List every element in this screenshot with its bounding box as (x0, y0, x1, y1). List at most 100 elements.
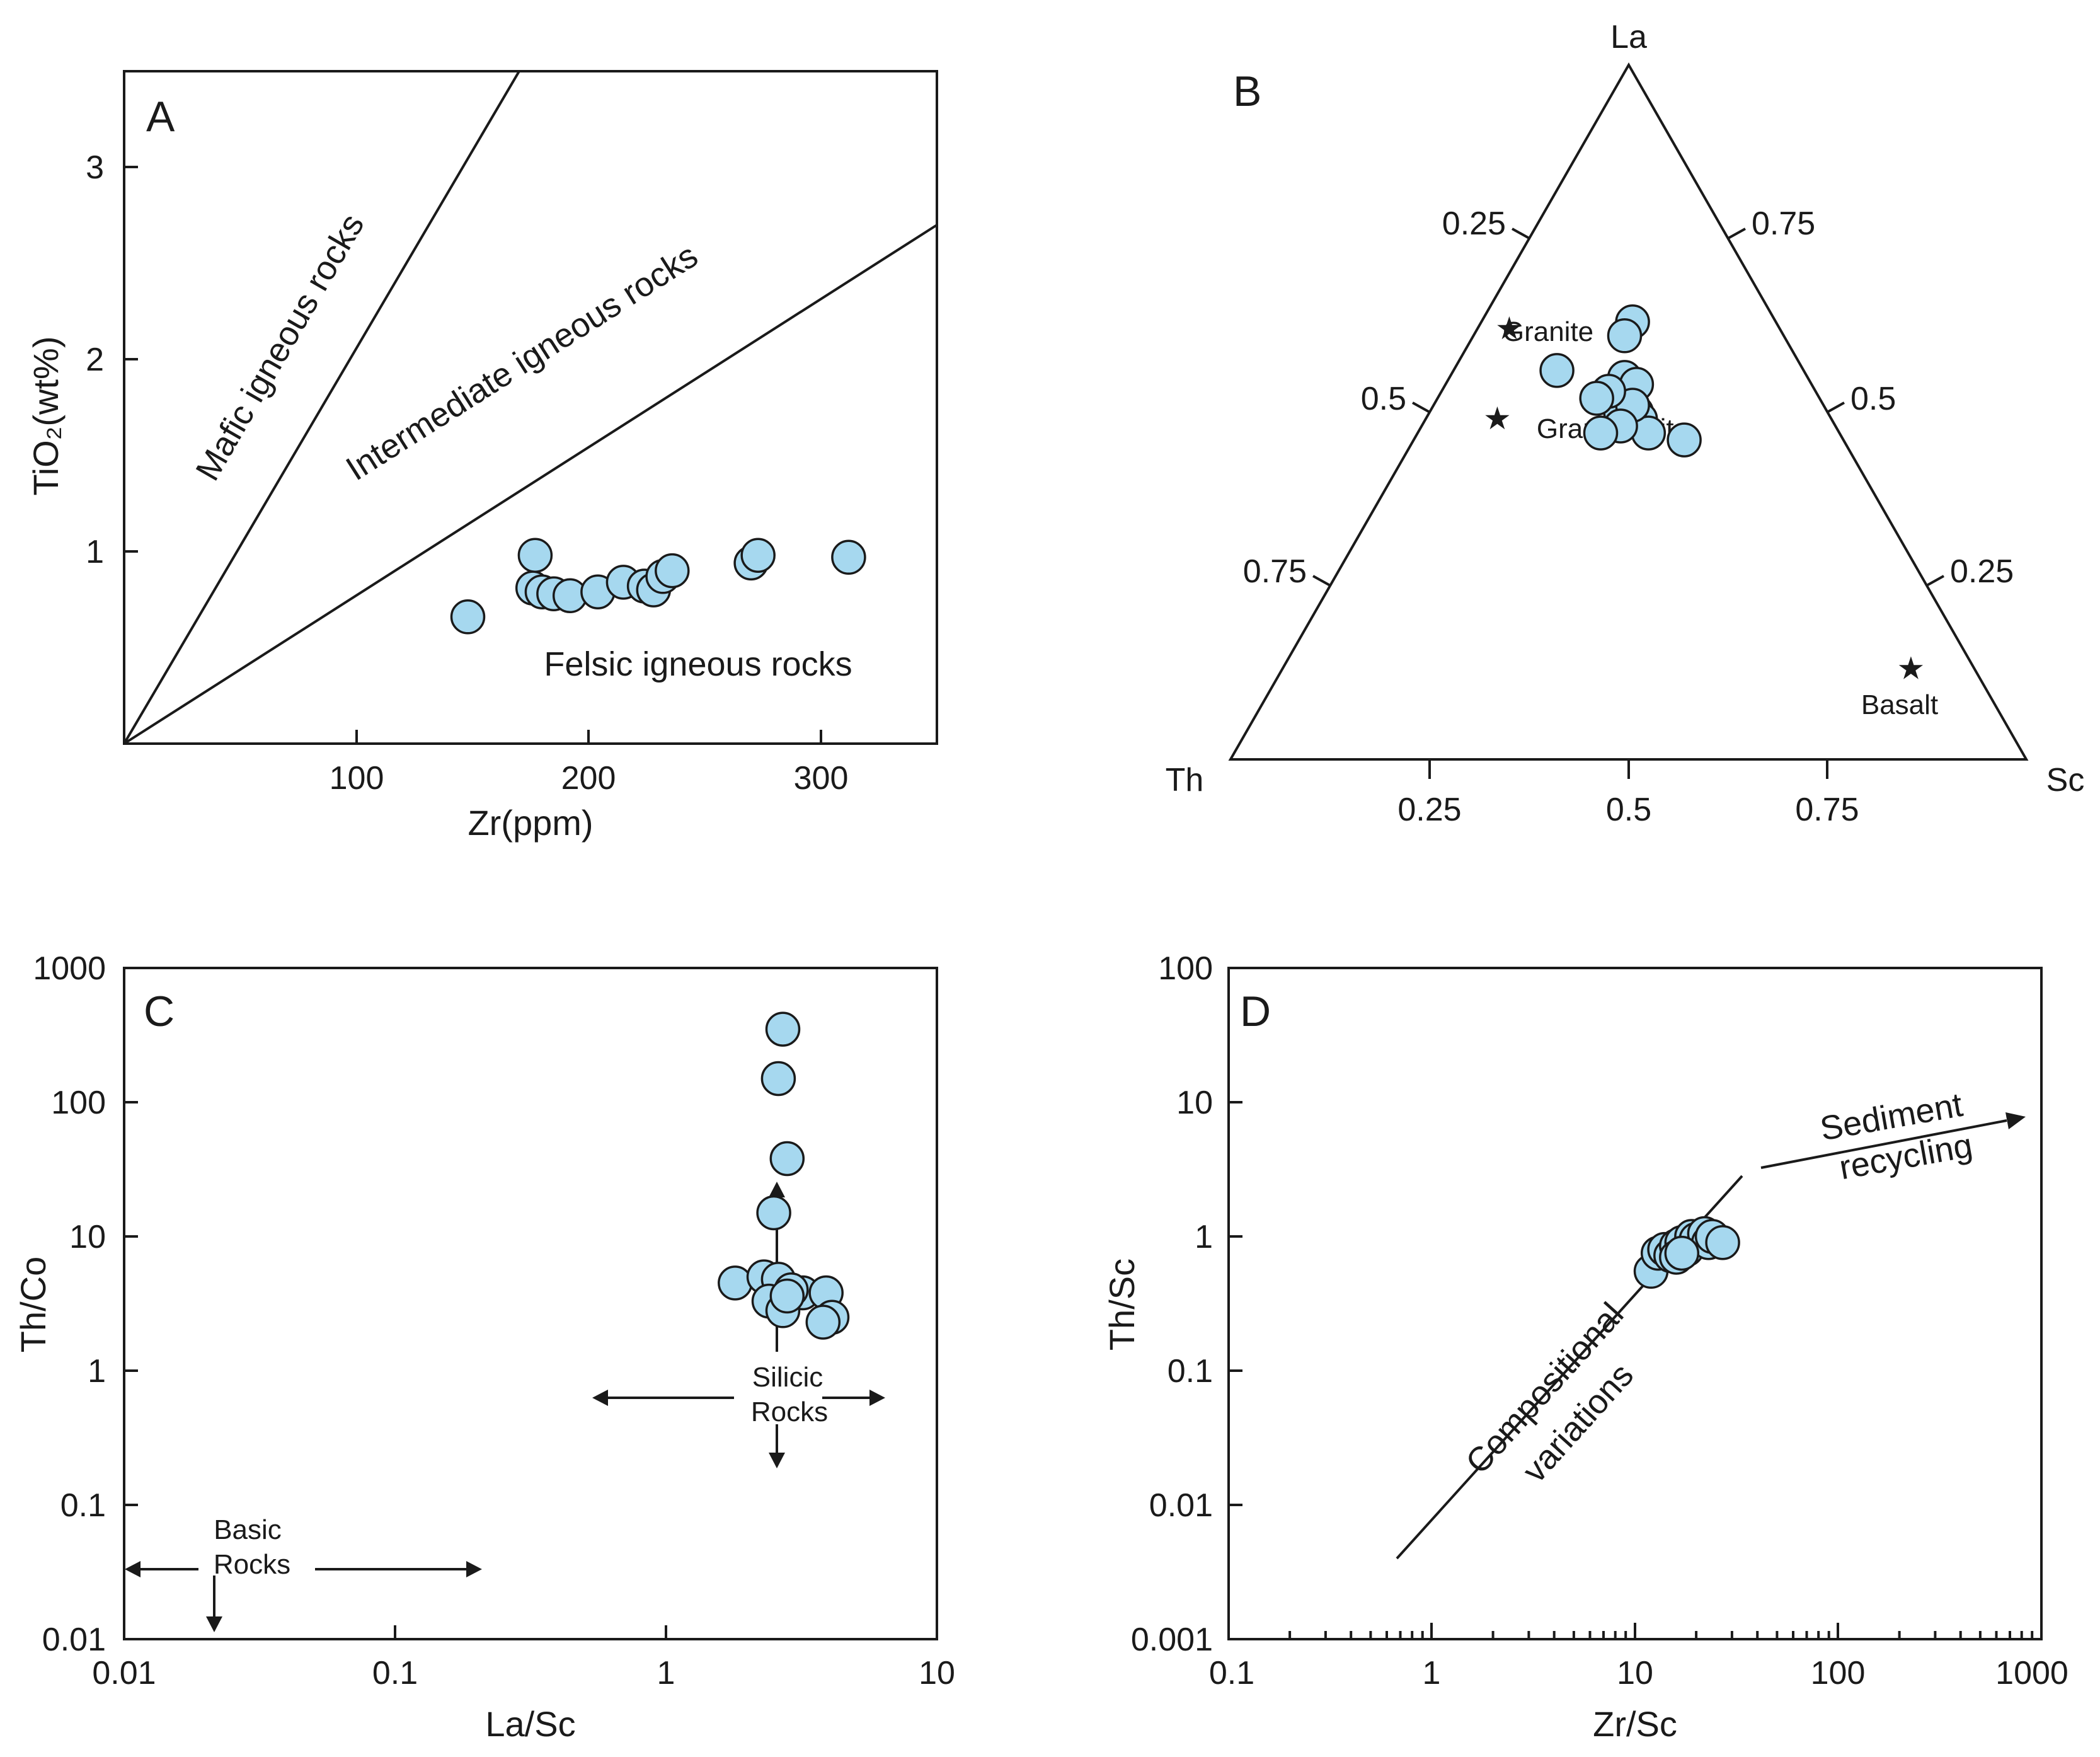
data-point (769, 1141, 805, 1177)
panel-a: 100 200 300 1 2 3 Zr(ppm) TiO₂(wt%) A Ma… (26, 70, 938, 843)
panel-a-label: A (146, 93, 175, 141)
panel-d-x-tick-label: 1 (1423, 1655, 1441, 1691)
panel-d-minor-ticks (1288, 1631, 2034, 1639)
intermediate-region-label: Intermediate igneous rocks (340, 236, 704, 488)
silicic-left-arrow-icon (592, 1390, 608, 1406)
panel-c-y-tick-label: 10 (69, 1219, 106, 1255)
vertex-label-th: Th (1166, 762, 1204, 798)
basic-right-arrow-icon (466, 1561, 482, 1577)
silicic-up-arrow-icon (769, 1182, 785, 1197)
silicic-label-line1: Silicic (752, 1362, 823, 1393)
panel-b-reference-stars: ★ ★ ★ (1483, 311, 1925, 686)
data-point (756, 1195, 791, 1231)
panel-c-frame (123, 967, 938, 1640)
recycling-arrow-icon (2005, 1112, 2026, 1129)
panel-a-y-tick-label: 3 (86, 149, 104, 186)
mafic-boundary-line (123, 70, 520, 745)
basic-down-arrow-icon (206, 1616, 222, 1632)
ternary-tick-label: 0.25 (1950, 553, 2014, 590)
recycling-trend-line (1760, 1119, 2007, 1169)
panel-a-y-tick-label: 2 (86, 342, 104, 378)
panel-a-y-axis-label: TiO₂(wt%) (26, 337, 66, 496)
star-icon: ★ (1896, 651, 1925, 686)
star-icon: ★ (1495, 311, 1523, 346)
data-point (1664, 1235, 1700, 1271)
ternary-tick (1926, 575, 1944, 587)
basalt-label: Basalt (1861, 689, 1938, 720)
panel-c-y-tick-label: 0.01 (42, 1622, 106, 1658)
ternary-tick-label: 0.75 (1752, 205, 1815, 242)
panel-c-x-tick-label: 0.01 (92, 1655, 156, 1691)
data-point (718, 1265, 753, 1301)
panel-c-y-tick-label: 1000 (33, 950, 106, 987)
data-point (1583, 415, 1619, 451)
data-point (769, 1278, 805, 1314)
ternary-tick-label: 0.75 (1243, 553, 1307, 590)
ternary-tick (1728, 228, 1746, 239)
panel-b-points (1539, 304, 1702, 458)
panel-d-y-tick-label: 0.001 (1131, 1622, 1213, 1658)
data-point (765, 1011, 801, 1047)
panel-c-x-tick-label: 10 (919, 1655, 955, 1691)
panel-d-x-tick-label: 100 (1811, 1655, 1866, 1691)
data-point (805, 1305, 841, 1340)
panel-a-points (450, 538, 866, 635)
basic-label-line1: Basic (214, 1514, 282, 1545)
data-point (760, 1061, 796, 1097)
granite-label: Granite (1503, 316, 1593, 347)
panel-d-y-tick-label: 10 (1176, 1085, 1213, 1121)
star-icon: ★ (1483, 401, 1512, 436)
panel-c-points (718, 1011, 850, 1340)
data-point (655, 553, 690, 589)
ternary-tick (1827, 401, 1845, 413)
panel-d-x-ticks: 0.1 1 10 100 1000 (1209, 1623, 2068, 1691)
panel-a-x-tick-label: 100 (330, 760, 384, 797)
vertex-label-la: La (1610, 19, 1647, 55)
panel-d-x-tick-label: 1000 (1995, 1655, 2068, 1691)
felsic-boundary-line (123, 224, 938, 745)
panel-c-y-ticks: 0.01 0.1 1 10 100 1000 (33, 950, 138, 1658)
data-point (831, 539, 866, 575)
panel-d-y-tick-label: 1 (1195, 1219, 1213, 1255)
panel-c-y-tick-label: 1 (88, 1353, 106, 1390)
felsic-region-label: Felsic igneous rocks (544, 645, 852, 683)
panel-a-x-ticks: 100 200 300 (330, 730, 849, 797)
ternary-right-ticks: 0.75 0.5 0.25 (1728, 205, 2014, 590)
silicic-right-arrow-icon (869, 1390, 885, 1406)
panel-c-y-tick-label: 0.1 (60, 1487, 106, 1524)
panel-c-y-axis-label: Th/Co (13, 1257, 53, 1353)
panel-d-y-tick-label: 0.1 (1168, 1353, 1213, 1390)
panel-c-x-tick-label: 1 (657, 1655, 675, 1691)
ternary-tick-label: 0.5 (1606, 792, 1651, 828)
panel-d-y-ticks: 0.001 0.01 0.1 1 10 100 (1131, 950, 1242, 1658)
panel-d-y-tick-label: 0.01 (1149, 1487, 1213, 1524)
panel-c: C 0.01 0.1 1 10 0.01 0.1 1 10 100 1000 L… (13, 950, 955, 1744)
panel-a-x-axis-label: Zr(ppm) (468, 803, 593, 843)
ternary-tick (1512, 228, 1530, 239)
panel-d-y-axis-label: Th/Sc (1102, 1259, 1142, 1351)
panel-a-frame (123, 70, 938, 745)
panel-d-frame (1227, 967, 2043, 1640)
panel-b-label: B (1233, 67, 1261, 115)
panel-a-region-lines (123, 70, 938, 745)
vertex-label-sc: Sc (2046, 762, 2085, 798)
basic-field-arrows (125, 1561, 482, 1632)
panel-c-label: C (144, 988, 175, 1035)
data-point (517, 538, 553, 573)
data-point (1539, 353, 1575, 388)
panel-c-x-tick-label: 0.1 (372, 1655, 418, 1691)
panel-d-y-tick-label: 100 (1158, 950, 1213, 987)
panel-a-x-tick-label: 300 (794, 760, 849, 797)
ternary-tick-label: 0.25 (1397, 792, 1461, 828)
silicic-down-arrow-icon (769, 1453, 785, 1468)
panel-c-x-ticks: 0.01 0.1 1 10 (92, 1625, 955, 1691)
data-point (1705, 1224, 1740, 1260)
data-point (1667, 422, 1702, 458)
data-point (450, 599, 486, 635)
ternary-tick-label: 0.25 (1442, 205, 1506, 242)
panel-a-x-tick-label: 200 (561, 760, 616, 797)
panel-d-label: D (1240, 988, 1271, 1035)
ternary-tick-label: 0.5 (1361, 381, 1406, 417)
panel-d-x-axis-label: Zr/Sc (1593, 1704, 1677, 1744)
